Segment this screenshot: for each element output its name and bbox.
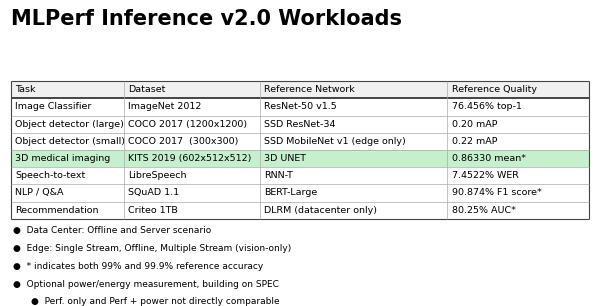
Text: Recommendation: Recommendation: [15, 206, 98, 215]
Text: Speech-to-text: Speech-to-text: [15, 171, 85, 180]
Text: ●  Optional power/energy measurement, building on SPEC: ● Optional power/energy measurement, bui…: [13, 280, 279, 289]
Text: 3D UNET: 3D UNET: [264, 154, 306, 163]
Bar: [11, 81, 589, 98]
Text: 3D medical imaging: 3D medical imaging: [15, 154, 110, 163]
Text: ResNet-50 v1.5: ResNet-50 v1.5: [264, 103, 337, 111]
Text: Dataset: Dataset: [128, 85, 165, 94]
Text: 80.25% AUC*: 80.25% AUC*: [452, 206, 515, 215]
Text: 90.874% F1 score*: 90.874% F1 score*: [452, 188, 541, 197]
Text: NLP / Q&A: NLP / Q&A: [15, 188, 64, 197]
Text: Object detector (small): Object detector (small): [15, 137, 125, 146]
Text: SQuAD 1.1: SQuAD 1.1: [128, 188, 179, 197]
Text: COCO 2017  (300x300): COCO 2017 (300x300): [128, 137, 238, 146]
Text: Task: Task: [15, 85, 35, 94]
Text: ●  * indicates both 99% and 99.9% reference accuracy: ● * indicates both 99% and 99.9% referen…: [13, 262, 263, 271]
Text: ●  Data Center: Offline and Server scenario: ● Data Center: Offline and Server scenar…: [13, 226, 211, 235]
Text: ●  Edge: Single Stream, Offline, Multiple Stream (vision-only): ● Edge: Single Stream, Offline, Multiple…: [13, 244, 292, 253]
Text: 0.22 mAP: 0.22 mAP: [452, 137, 497, 146]
Text: DLRM (datacenter only): DLRM (datacenter only): [264, 206, 377, 215]
Text: SSD MobileNet v1 (edge only): SSD MobileNet v1 (edge only): [264, 137, 406, 146]
Text: Object detector (large): Object detector (large): [15, 120, 124, 129]
Text: RNN-T: RNN-T: [264, 171, 293, 180]
Text: KITS 2019 (602x512x512): KITS 2019 (602x512x512): [128, 154, 251, 163]
Text: 0.20 mAP: 0.20 mAP: [452, 120, 497, 129]
Text: Reference Network: Reference Network: [264, 85, 355, 94]
Text: BERT-Large: BERT-Large: [264, 188, 317, 197]
Text: Image Classifier: Image Classifier: [15, 103, 91, 111]
Text: LibreSpeech: LibreSpeech: [128, 171, 186, 180]
Text: ImageNet 2012: ImageNet 2012: [128, 103, 201, 111]
Text: 7.4522% WER: 7.4522% WER: [452, 171, 518, 180]
Text: MLPerf Inference v2.0 Workloads: MLPerf Inference v2.0 Workloads: [11, 9, 402, 29]
Text: SSD ResNet-34: SSD ResNet-34: [264, 120, 335, 129]
Text: ●  Perf. only and Perf + power not directly comparable: ● Perf. only and Perf + power not direct…: [31, 297, 280, 306]
Text: 76.456% top-1: 76.456% top-1: [452, 103, 521, 111]
Text: COCO 2017 (1200x1200): COCO 2017 (1200x1200): [128, 120, 247, 129]
Text: 0.86330 mean*: 0.86330 mean*: [452, 154, 526, 163]
Bar: [11, 150, 589, 167]
Text: Criteo 1TB: Criteo 1TB: [128, 206, 178, 215]
Text: Reference Quality: Reference Quality: [452, 85, 536, 94]
